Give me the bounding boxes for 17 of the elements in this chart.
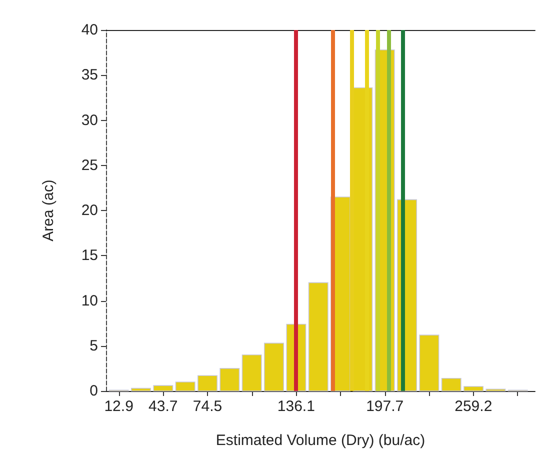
y-tick-label: 30 bbox=[81, 112, 98, 129]
y-tick-label: 15 bbox=[81, 247, 98, 264]
y-tick-label: 25 bbox=[81, 156, 98, 174]
y-tick-label: 40 bbox=[81, 22, 98, 38]
y-tick-label: 5 bbox=[90, 337, 98, 354]
y-tick-label: 35 bbox=[81, 66, 98, 84]
x-tick-label: 43.7 bbox=[148, 398, 178, 415]
x-tick-label: 197.7 bbox=[366, 398, 404, 415]
x-tick-label: 259.2 bbox=[454, 398, 492, 415]
x-tick-label: 12.9 bbox=[104, 398, 134, 415]
y-tick-label: 20 bbox=[81, 202, 98, 219]
x-tick-label: 136.1 bbox=[277, 398, 315, 415]
x-tick-label: 74.5 bbox=[192, 398, 222, 415]
y-tick-label: 0 bbox=[90, 382, 98, 400]
x-axis-title: Estimated Volume (Dry) (bu/ac) bbox=[216, 432, 426, 449]
y-axis-title: Area (ac) bbox=[40, 180, 57, 242]
y-tick-label: 10 bbox=[81, 292, 98, 310]
